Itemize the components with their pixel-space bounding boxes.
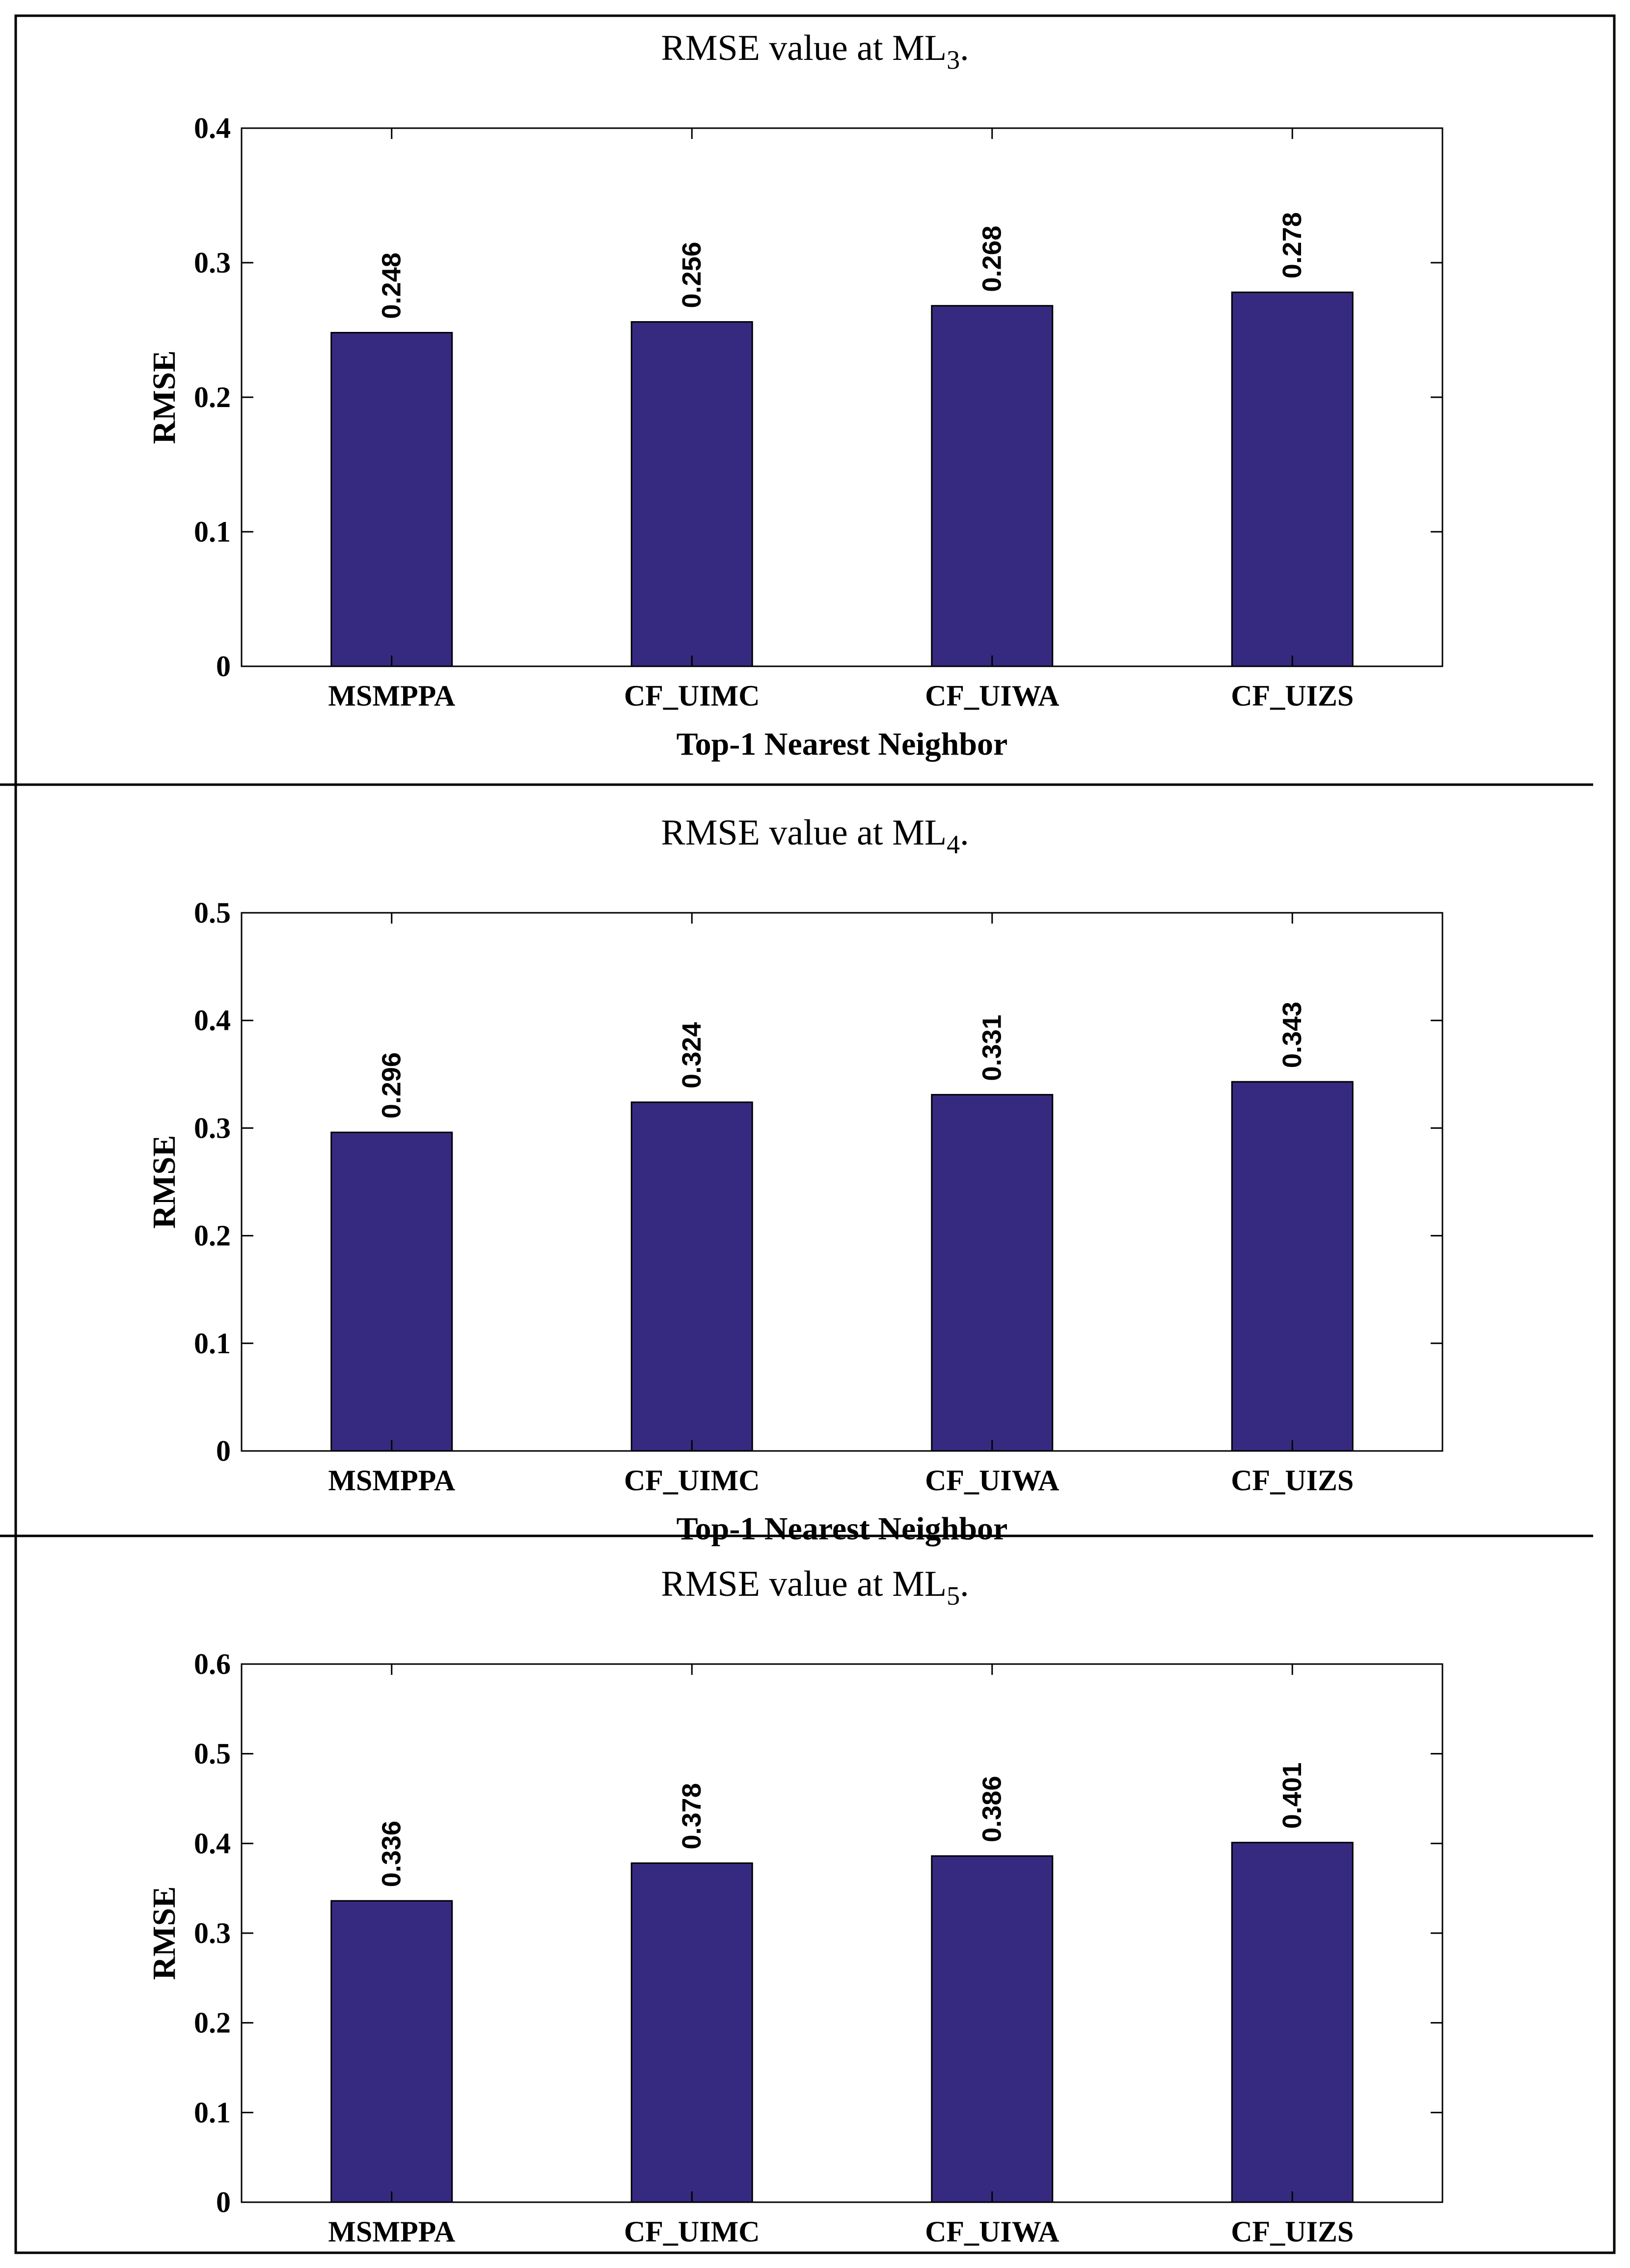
- chart-panel-3: RMSE value at ML5. 0 0.1 0.2 0.3 0.4 0.5 0.6 0.3…: [146, 1564, 1443, 2268]
- y-tick-label: 0.3: [194, 246, 231, 279]
- y-tick-label: 0.4: [194, 1827, 231, 1859]
- bar-value-label: 0.378: [677, 1783, 706, 1849]
- bar-value-label: 0.336: [377, 1821, 407, 1887]
- bar-cf_uimc: [630, 321, 753, 667]
- x-axis-title: Top-1 Nearest Neighbor: [677, 726, 1008, 762]
- y-tick-label: 0.1: [194, 516, 231, 548]
- x-category-label: MSMPPA: [328, 2215, 455, 2248]
- x-category-label: CF_UIZS: [1231, 1464, 1354, 1497]
- y-tick-label: 0.1: [194, 2096, 231, 2129]
- bar-cf_uizs: [1231, 1081, 1354, 1452]
- bar-msmppa: [330, 331, 453, 667]
- bar-value-label: 0.278: [1277, 212, 1307, 278]
- bar-cf_uizs: [1231, 291, 1354, 667]
- bar-cf_uiwa: [931, 305, 1054, 667]
- x-category-label: CF_UIWA: [925, 680, 1059, 712]
- chart-caption: RMSE value at ML5.: [661, 1564, 969, 1611]
- x-axis-title: Top-1 Nearest Neighbor: [677, 2262, 1008, 2268]
- y-tick-label: 0.6: [194, 1648, 231, 1680]
- chart-caption: RMSE value at ML4.: [661, 813, 969, 859]
- y-tick-label: 0.3: [194, 1112, 231, 1144]
- caption-end: .: [960, 813, 969, 853]
- bar-value-label: 0.331: [978, 1014, 1007, 1081]
- y-tick-label: 0.4: [194, 112, 231, 144]
- x-category-label: CF_UIMC: [624, 1464, 760, 1497]
- x-category-label: CF_UIMC: [624, 2215, 760, 2248]
- chart-caption: RMSE value at ML3.: [661, 28, 969, 75]
- caption-text: RMSE value at ML: [661, 28, 947, 68]
- bar-value-label: 0.386: [978, 1776, 1007, 1842]
- x-axis-title: Top-1 Nearest Neighbor: [677, 1511, 1008, 1547]
- caption-end: .: [960, 28, 969, 68]
- x-category-label: MSMPPA: [328, 680, 455, 712]
- y-axis-title: RMSE: [146, 1886, 182, 1980]
- bar-cf_uizs: [1231, 1842, 1354, 2203]
- y-axis-title: RMSE: [146, 351, 182, 444]
- bar-cf_uiwa: [931, 1093, 1054, 1452]
- bar-cf_uimc: [630, 1101, 753, 1452]
- x-category-label: CF_UIMC: [624, 680, 760, 712]
- y-tick-label: 0: [216, 2186, 231, 2218]
- caption-end: .: [960, 1564, 969, 1604]
- y-axis-title: RMSE: [146, 1135, 182, 1229]
- x-category-label: CF_UIWA: [925, 2215, 1059, 2248]
- bar-cf_uimc: [630, 1862, 753, 2203]
- y-tick-label: 0.2: [194, 1220, 231, 1252]
- y-tick-label: 0.5: [194, 1738, 231, 1770]
- caption-text: RMSE value at ML: [661, 813, 947, 853]
- y-tick-label: 0.3: [194, 1917, 231, 1949]
- y-tick-label: 0.2: [194, 2007, 231, 2039]
- caption-subscript: 5: [947, 1581, 960, 1611]
- caption-subscript: 3: [947, 45, 960, 75]
- bar-cf_uiwa: [931, 1855, 1054, 2203]
- y-tick-label: 0.5: [194, 897, 231, 929]
- bar-msmppa: [330, 1900, 453, 2203]
- x-category-label: CF_UIZS: [1231, 680, 1354, 712]
- chart-panel-2: RMSE value at ML4. 0 0.1 0.2 0.3 0.4 0.5 0.296 M…: [146, 813, 1443, 1547]
- bar-value-label: 0.268: [978, 226, 1007, 292]
- x-category-label: MSMPPA: [328, 1464, 455, 1497]
- bar-value-label: 0.401: [1277, 1762, 1307, 1829]
- y-tick-label: 0: [216, 1435, 231, 1467]
- caption-text: RMSE value at ML: [661, 1564, 947, 1604]
- bar-value-label: 0.343: [1277, 1002, 1307, 1068]
- bar-value-label: 0.256: [677, 242, 706, 308]
- y-tick-label: 0.1: [194, 1327, 231, 1360]
- bar-value-label: 0.248: [377, 252, 407, 319]
- y-tick-label: 0.4: [194, 1004, 231, 1037]
- figure-frame: [14, 14, 1616, 2254]
- x-category-label: CF_UIZS: [1231, 2215, 1354, 2248]
- bar-value-label: 0.296: [377, 1052, 407, 1119]
- bar-msmppa: [330, 1131, 453, 1452]
- x-category-label: CF_UIWA: [925, 1464, 1059, 1497]
- y-tick-label: 0.2: [194, 381, 231, 413]
- bar-value-label: 0.324: [677, 1022, 706, 1089]
- y-tick-label: 0: [216, 650, 231, 683]
- caption-subscript: 4: [947, 830, 960, 859]
- chart-panel-1: RMSE value at ML3. 0 0.1 0.2 0.3 0.4 0.248 MSMP…: [146, 28, 1443, 762]
